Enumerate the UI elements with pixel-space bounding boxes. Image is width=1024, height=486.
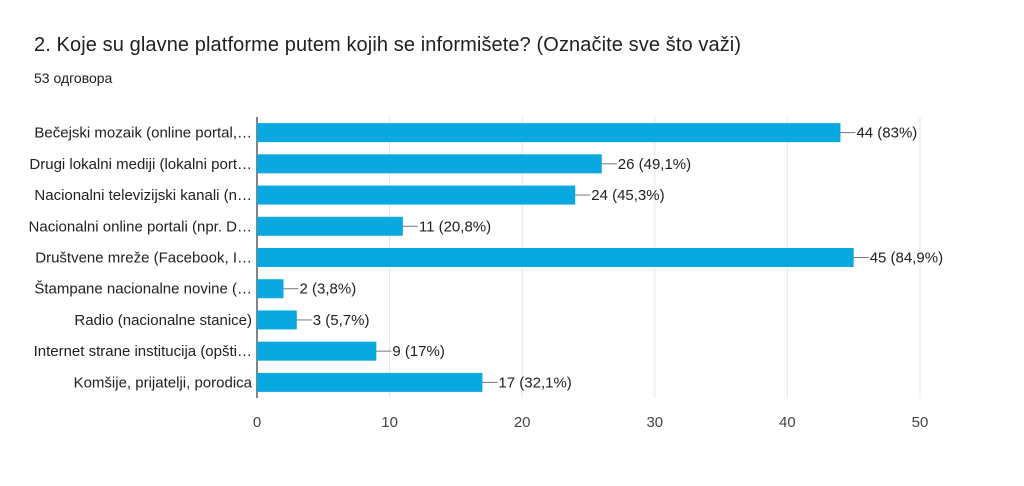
- bar: [257, 372, 483, 392]
- bars: [257, 123, 854, 392]
- bar: [257, 310, 297, 330]
- bar: [257, 154, 602, 174]
- value-label: 3 (5,7%): [313, 312, 370, 329]
- value-label: 17 (32,1%): [498, 374, 571, 391]
- bar: [257, 216, 403, 236]
- value-label: 9 (17%): [392, 343, 445, 360]
- x-axis-ticks: 0 10 20 30 40 50: [253, 414, 929, 431]
- bar: [257, 123, 841, 143]
- value-label: 45 (84,9%): [870, 250, 943, 267]
- category-label: Komšije, prijatelji, porodica: [74, 374, 253, 391]
- question-title: 2. Koje su glavne platforme putem kojih …: [34, 34, 742, 56]
- x-tick-label: 50: [912, 414, 929, 431]
- value-label: 26 (49,1%): [618, 156, 691, 173]
- category-label: Internet strane institucija (opšti…: [34, 343, 252, 360]
- bar: [257, 248, 854, 267]
- x-tick-label: 10: [381, 414, 398, 431]
- response-count: 53 одговора: [34, 70, 113, 86]
- category-label: Drugi lokalni mediji (lokalni port…: [29, 156, 252, 173]
- category-label: Radio (nacionalne stanice): [74, 312, 252, 329]
- category-label: Štampane nacionalne novine (…: [34, 281, 252, 298]
- value-labels: 44 (83%) 26 (49,1%) 24 (45,3%) 11 (20,8%) 45…: [283, 125, 943, 391]
- bar: [257, 279, 284, 299]
- category-label: Društvene mreže (Facebook, I…: [35, 250, 252, 267]
- category-label: Bečejski mozaik (online portal,…: [34, 125, 252, 142]
- x-tick-label: 40: [779, 414, 796, 431]
- category-label: Nacionalni online portali (npr. D…: [29, 218, 252, 235]
- x-tick-label: 20: [514, 414, 531, 431]
- category-label: Nacionalni televizijski kanali (n…: [34, 187, 252, 204]
- category-labels: Bečejski mozaik (online portal,… Drugi lo…: [29, 125, 253, 392]
- x-tick-label: 0: [253, 414, 261, 431]
- value-label: 11 (20,8%): [419, 218, 491, 235]
- value-label: 44 (83%): [856, 125, 917, 142]
- bar: [257, 341, 377, 361]
- x-tick-label: 30: [646, 414, 663, 431]
- value-label: 2 (3,8%): [300, 281, 357, 298]
- value-label: 24 (45,3%): [591, 187, 664, 204]
- bar: [257, 185, 576, 205]
